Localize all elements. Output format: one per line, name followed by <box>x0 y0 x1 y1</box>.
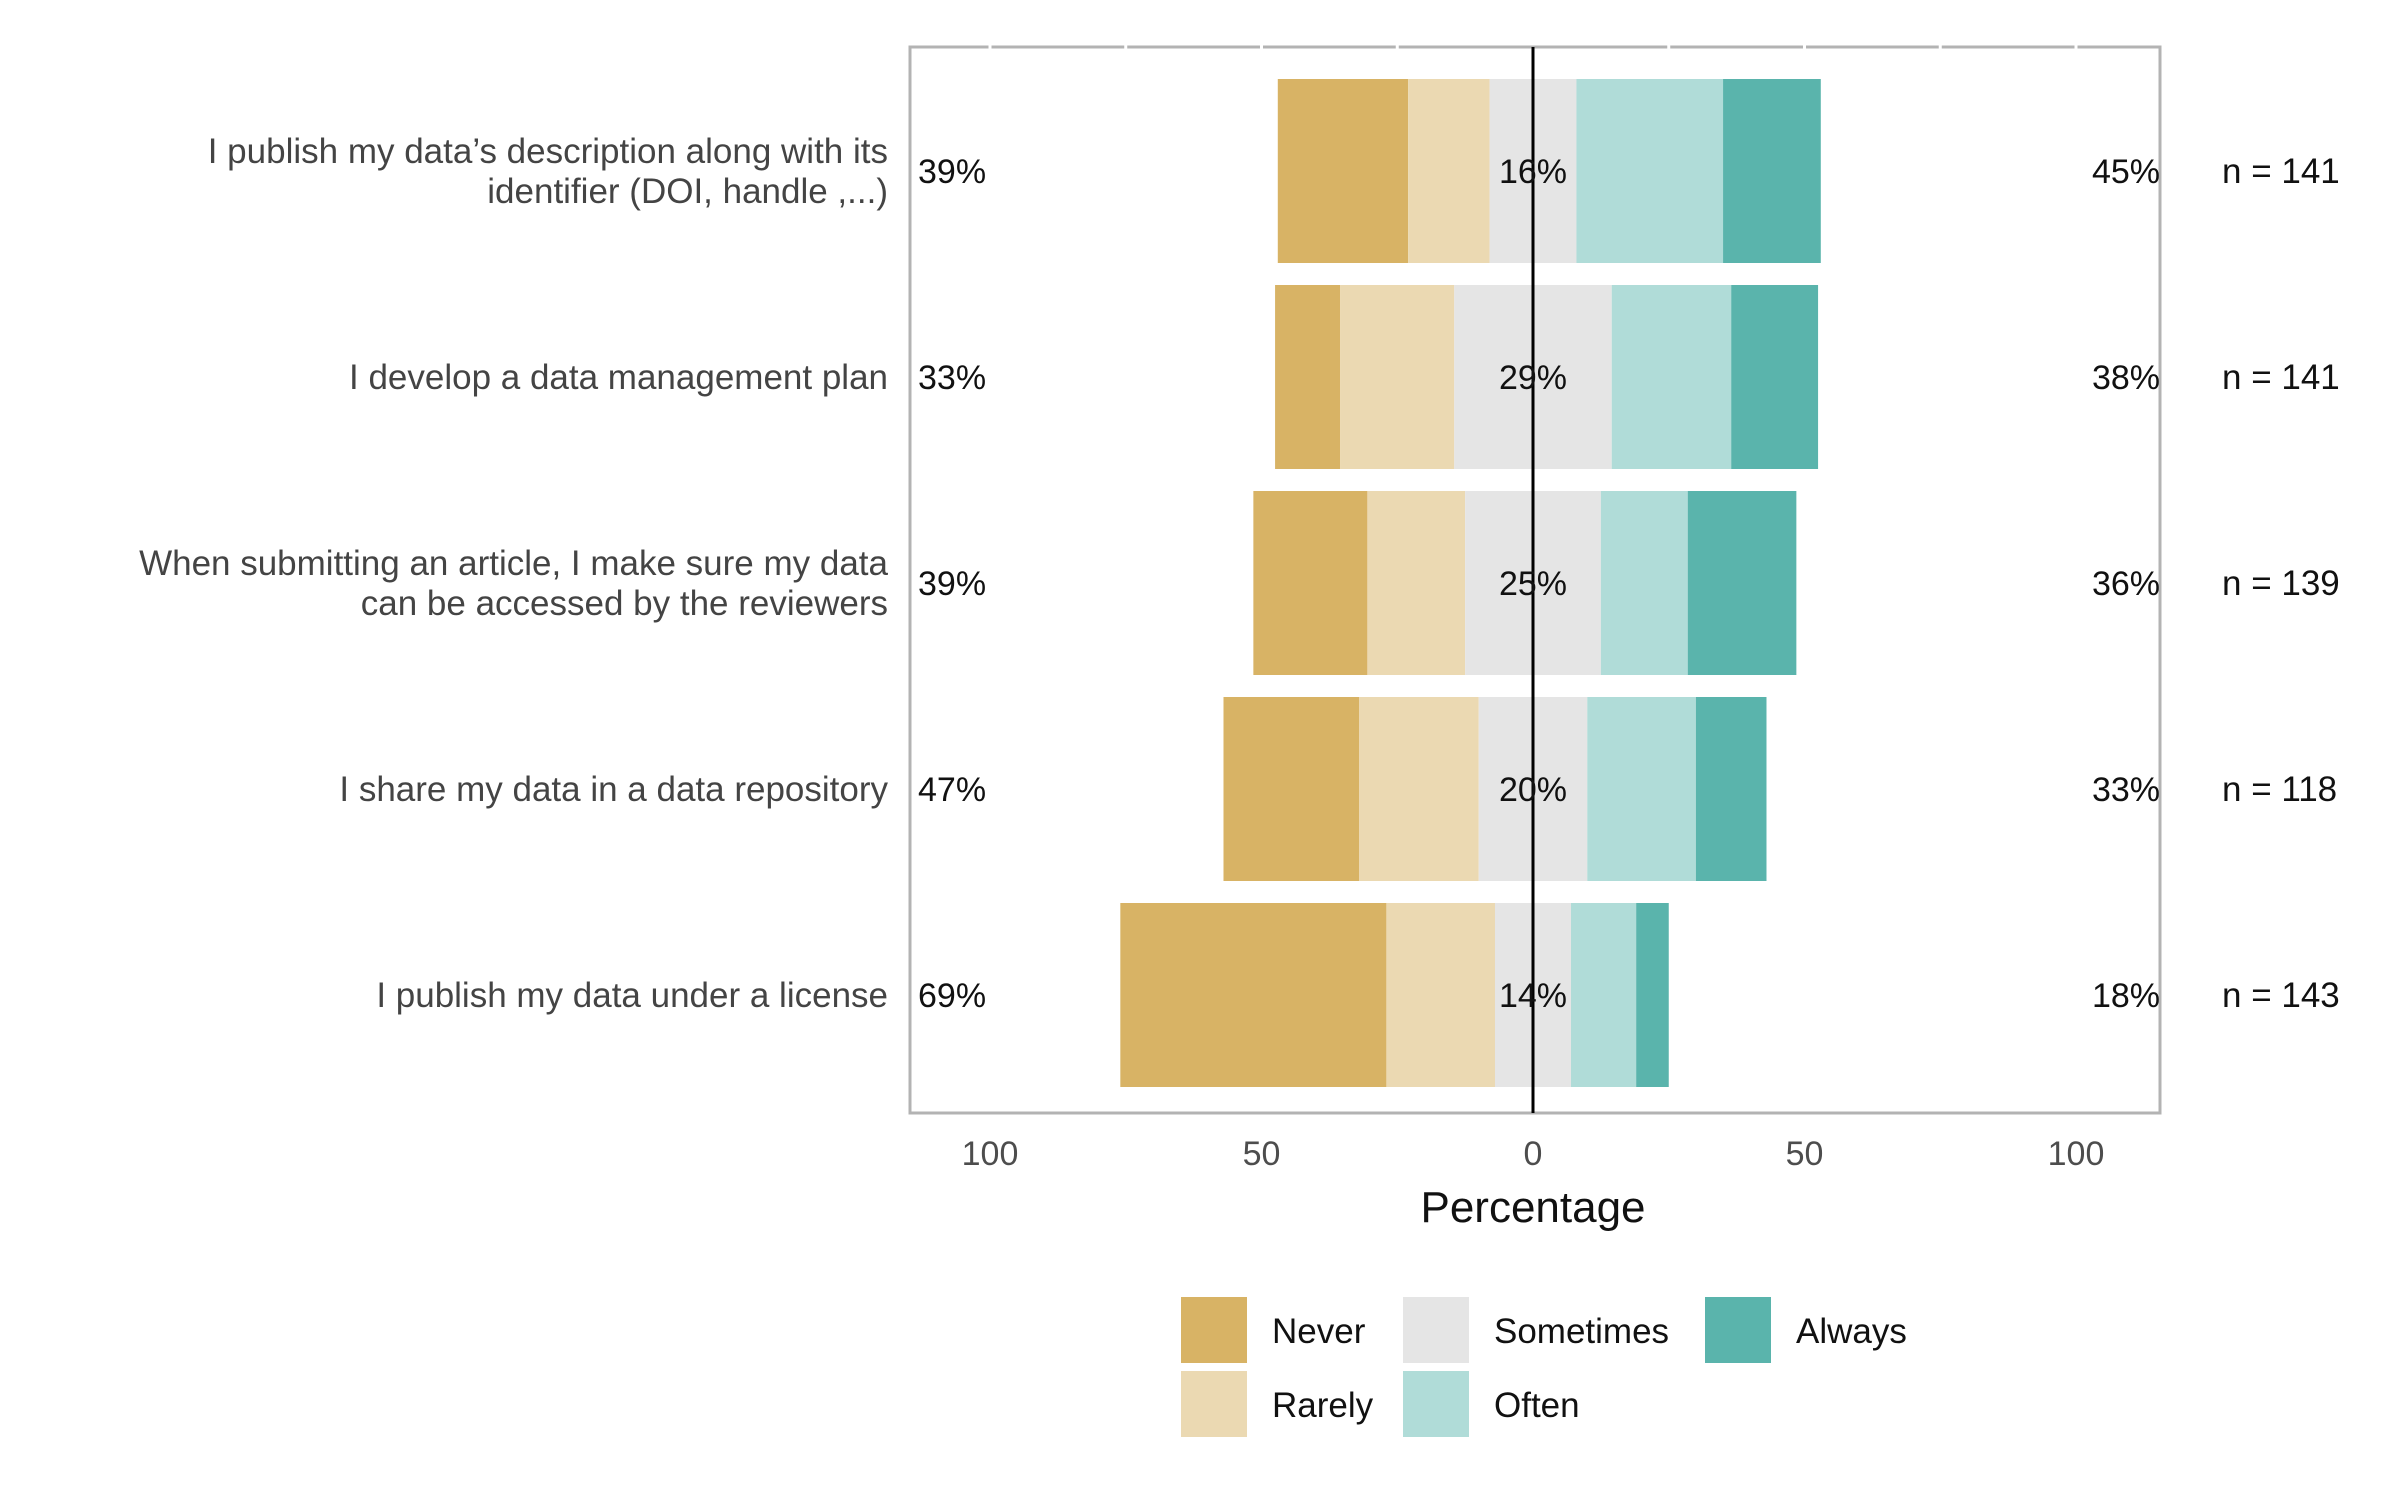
n-count-label: n = 139 <box>2222 564 2340 603</box>
legend-label-always: Always <box>1796 1312 1907 1351</box>
n-count-label: n = 143 <box>2222 976 2340 1015</box>
x-axis-title: Percentage <box>1420 1183 1645 1232</box>
bar-always <box>1695 697 1767 881</box>
bar-often <box>1587 697 1696 881</box>
bar-always <box>1723 79 1821 263</box>
bar-always <box>1687 491 1797 675</box>
item-label: identifier (DOI, handle ,...) <box>487 172 888 211</box>
bar-never <box>1253 491 1368 675</box>
neutral-percent-label: 29% <box>1499 359 1567 397</box>
bar-rarely <box>1340 285 1455 469</box>
low-percent-label: 39% <box>918 565 986 603</box>
bar-rarely <box>1386 903 1495 1087</box>
n-count-label: n = 141 <box>2222 152 2340 191</box>
legend-swatch-often <box>1401 1369 1471 1439</box>
bar-never <box>1275 285 1341 469</box>
bar-never <box>1223 697 1360 881</box>
high-percent-label: 18% <box>2092 977 2160 1015</box>
x-tick-label: 50 <box>1243 1135 1281 1173</box>
item-label: When submitting an article, I make sure … <box>139 544 888 583</box>
high-percent-label: 38% <box>2092 359 2160 397</box>
high-percent-label: 33% <box>2092 771 2160 809</box>
item-label: I share my data in a data repository <box>339 770 888 809</box>
legend-swatch-rarely <box>1179 1369 1249 1439</box>
item-label: I publish my data under a license <box>376 976 888 1015</box>
neutral-percent-label: 14% <box>1499 977 1567 1015</box>
bar-always <box>1636 903 1669 1087</box>
legend-label-often: Often <box>1494 1386 1580 1425</box>
x-tick-label: 0 <box>1524 1135 1543 1173</box>
bar-often <box>1600 491 1688 675</box>
bar-never <box>1120 903 1387 1087</box>
item-label: can be accessed by the reviewers <box>361 584 888 623</box>
low-percent-label: 39% <box>918 153 986 191</box>
legend-swatch-never <box>1179 1295 1249 1365</box>
legend-swatch-sometimes <box>1401 1295 1471 1365</box>
bar-often <box>1571 903 1637 1087</box>
bar-never <box>1277 79 1409 263</box>
bar-rarely <box>1367 491 1466 675</box>
low-percent-label: 69% <box>918 977 986 1015</box>
n-count-label: n = 118 <box>2222 770 2337 809</box>
bar-often <box>1576 79 1724 263</box>
low-percent-label: 47% <box>918 771 986 809</box>
neutral-percent-label: 20% <box>1499 771 1567 809</box>
legend-label-never: Never <box>1272 1312 1366 1351</box>
bar-rarely <box>1408 79 1490 263</box>
high-percent-label: 36% <box>2092 565 2160 603</box>
bar-rarely <box>1359 697 1479 881</box>
legend-swatch-always <box>1703 1295 1773 1365</box>
bar-always <box>1731 285 1819 469</box>
x-tick-label: 100 <box>2048 1135 2105 1173</box>
n-count-label: n = 141 <box>2222 358 2340 397</box>
legend-label-rarely: Rarely <box>1272 1386 1374 1425</box>
x-tick-label: 100 <box>962 1135 1019 1173</box>
high-percent-label: 45% <box>2092 153 2160 191</box>
legend-label-sometimes: Sometimes <box>1494 1312 1669 1351</box>
item-label: I publish my data’s description along wi… <box>208 132 888 171</box>
item-label: I develop a data management plan <box>349 358 888 397</box>
neutral-percent-label: 16% <box>1499 153 1567 191</box>
neutral-percent-label: 25% <box>1499 565 1567 603</box>
x-tick-label: 50 <box>1786 1135 1824 1173</box>
low-percent-label: 33% <box>918 359 986 397</box>
bar-often <box>1611 285 1732 469</box>
